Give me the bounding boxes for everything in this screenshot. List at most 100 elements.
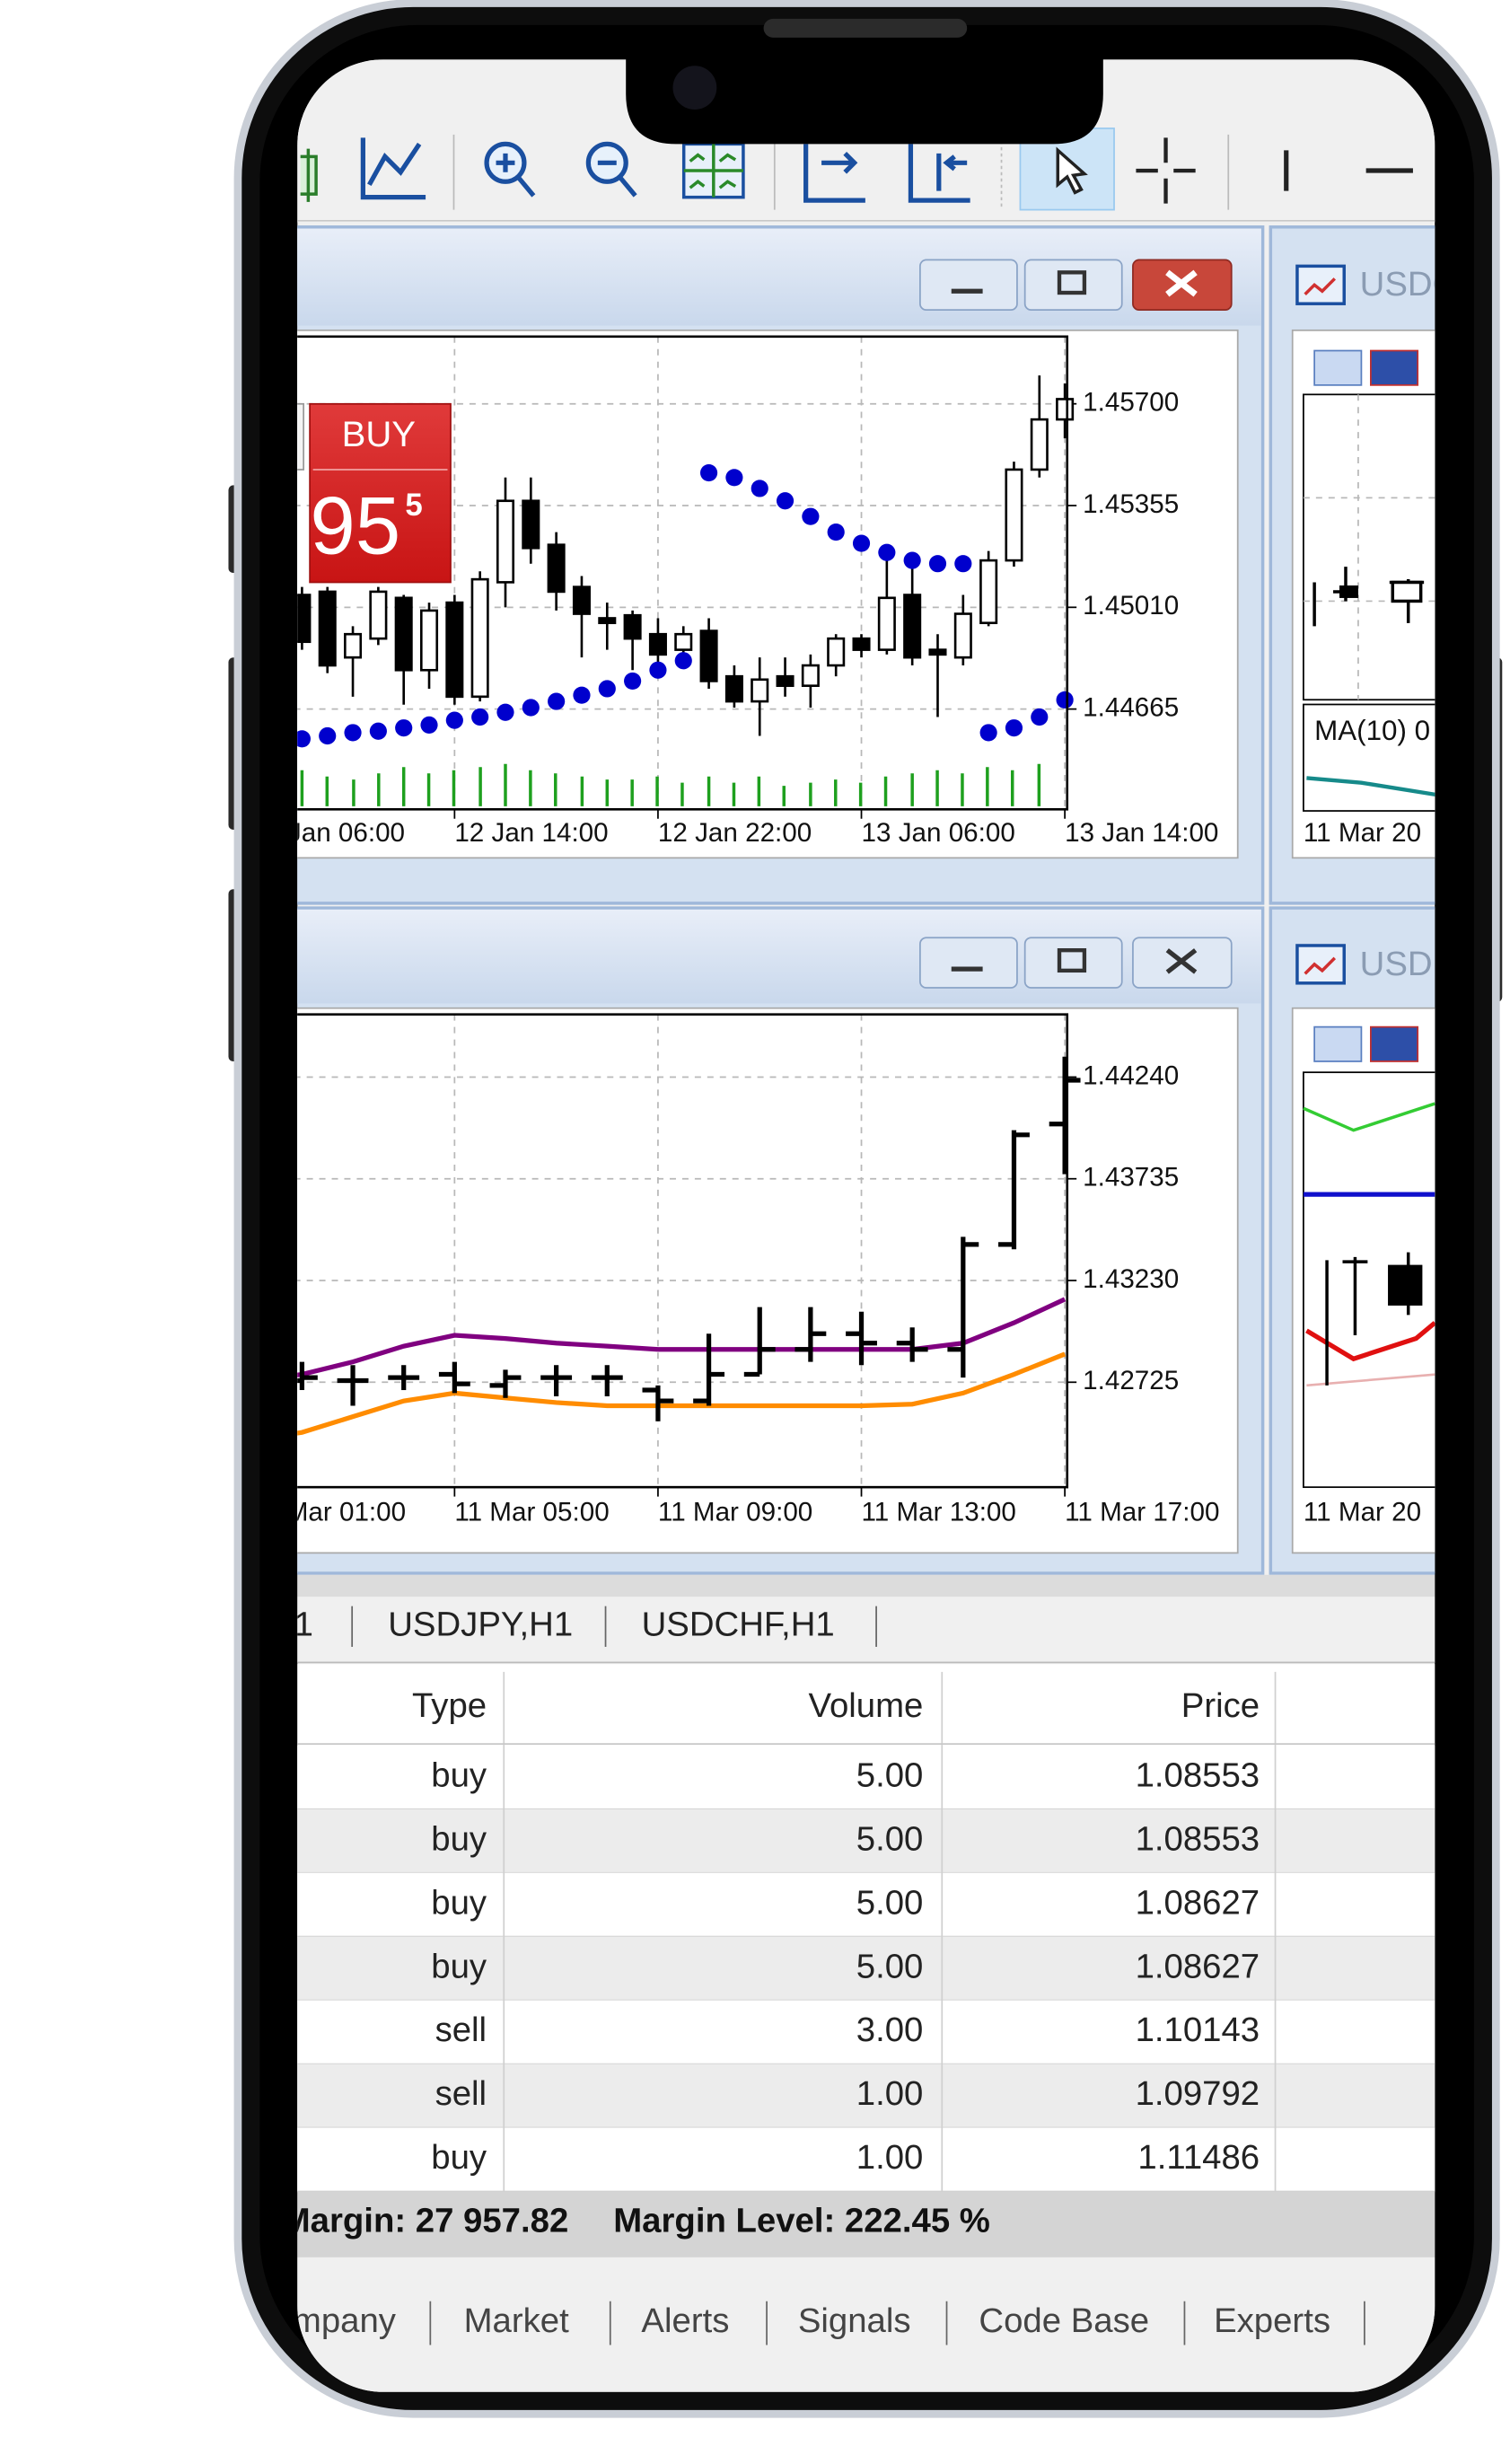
panel-icon[interactable] xyxy=(1370,1025,1419,1062)
x-tick-label: 11 Mar 13:00 xyxy=(862,1498,1016,1527)
table-cell: buy xyxy=(431,1883,487,1922)
x-tick-label: 12 Jan 14:00 xyxy=(454,818,608,848)
chart-tab[interactable]: 1 xyxy=(294,1605,313,1643)
candle-body xyxy=(470,577,489,699)
candle-body xyxy=(751,678,769,703)
trade-panel[interactable]: BUY 95 5 xyxy=(278,402,452,584)
sar-dot xyxy=(420,716,438,734)
toolbar-icon[interactable] xyxy=(597,160,637,198)
table-row-bg xyxy=(297,2064,1435,2128)
candle-body xyxy=(877,596,896,651)
table-cell: 3.00 xyxy=(856,2011,924,2049)
sar-dot xyxy=(573,686,591,704)
mini-plot xyxy=(1303,393,1435,701)
y-tick-label: 1.45010 xyxy=(1083,591,1179,620)
candle-body xyxy=(1030,418,1049,471)
x-tick-label: 12 Jan 06:00 xyxy=(251,818,405,848)
sar-dot xyxy=(395,719,413,737)
panel-icon[interactable] xyxy=(1313,1025,1363,1062)
chart-tabs: 1 USDJPY,H1 USDCHF,H1 xyxy=(294,1574,1435,1664)
table-cell: buy xyxy=(431,1756,487,1794)
candle-body xyxy=(297,594,312,644)
plot-border xyxy=(297,1013,1069,1489)
indicator-label: MA(10) 0 xyxy=(1314,715,1430,746)
minimize-button[interactable] xyxy=(919,259,1018,312)
toolbar-icon[interactable] xyxy=(1056,146,1088,195)
bottom-tab[interactable]: Company xyxy=(249,2301,397,2340)
sar-dot xyxy=(598,680,616,698)
toolbar-icon[interactable] xyxy=(300,148,318,202)
candle-body xyxy=(318,590,337,667)
sar-dot xyxy=(471,708,489,726)
sar-dot xyxy=(1031,708,1049,726)
tabs-bg xyxy=(297,1597,1435,1663)
bottom-tab[interactable]: Alerts xyxy=(641,2301,729,2340)
sell-panel-edge[interactable] xyxy=(278,402,305,471)
table-row-bg xyxy=(297,2000,1435,2064)
candle-body xyxy=(699,629,718,682)
toolbar-icon[interactable] xyxy=(496,153,536,198)
panel-icon[interactable] xyxy=(1313,349,1363,386)
status-margin-level: Margin Level: 222.45 % xyxy=(613,2202,990,2240)
candle-body xyxy=(648,632,667,656)
y-tick-label: 1.43230 xyxy=(1083,1264,1179,1294)
minimize-button[interactable] xyxy=(919,937,1018,989)
x-tick-label: 11 Mar 05:00 xyxy=(454,1498,609,1527)
x-tick-label: 13 Jan 14:00 xyxy=(1065,818,1218,848)
bottom-tab[interactable]: Signals xyxy=(798,2301,911,2340)
mini-candle xyxy=(1339,585,1358,598)
y-tick-label: 1.42725 xyxy=(1083,1366,1179,1395)
table-cell: 1.00 xyxy=(856,2138,924,2177)
chart-tab[interactable]: USDJPY,H1 xyxy=(388,1605,573,1643)
sar-dot xyxy=(1056,691,1074,709)
toolbar-icon[interactable] xyxy=(908,144,970,203)
sar-dot xyxy=(878,543,896,561)
panel-icon[interactable] xyxy=(1370,349,1419,386)
candle-body xyxy=(903,594,922,659)
toolbar-icon[interactable] xyxy=(360,137,426,200)
moving-average xyxy=(297,1297,1067,1384)
chart-tab[interactable]: USDCHF,H1 xyxy=(642,1605,835,1643)
bottom-tabs-bg xyxy=(297,2257,1435,2392)
candle-body xyxy=(1005,468,1023,562)
x-tick-label: 11 Mar 01:00 xyxy=(251,1498,406,1527)
sar-dot xyxy=(776,492,795,510)
candle-body xyxy=(496,499,515,584)
bottom-tab[interactable]: Market xyxy=(464,2301,569,2340)
restore-button[interactable] xyxy=(1023,937,1123,989)
candle-body xyxy=(953,612,972,659)
bottom-tab[interactable]: Code Base xyxy=(979,2301,1149,2340)
mini-candle xyxy=(1388,1264,1423,1306)
candle-body xyxy=(394,596,413,672)
sar-dot xyxy=(496,703,514,721)
candle-body xyxy=(623,613,642,640)
candle-body xyxy=(979,559,998,625)
buy-label: BUY xyxy=(342,415,416,454)
x-tick-label: 13 Jan 06:00 xyxy=(862,818,1015,848)
candle-body xyxy=(522,499,540,550)
table-cell: 5.00 xyxy=(856,1947,924,1985)
table-row-bg xyxy=(297,2127,1435,2192)
restore-button[interactable] xyxy=(1023,259,1123,312)
candle-body xyxy=(852,637,871,651)
sar-dot xyxy=(369,722,387,740)
y-tick-label: 1.43735 xyxy=(1083,1163,1179,1192)
y-tick-label: 1.45700 xyxy=(1083,388,1179,418)
candle-body xyxy=(547,543,566,594)
candle-body xyxy=(445,601,464,699)
toolbar-icon[interactable] xyxy=(1136,137,1196,204)
y-tick-label: 1.44665 xyxy=(1083,692,1179,722)
sar-dot xyxy=(699,463,718,482)
sar-dot xyxy=(954,555,972,573)
sar-dot xyxy=(903,551,921,569)
mini-line xyxy=(1303,1102,1435,1132)
bottom-tab[interactable]: Experts xyxy=(1214,2301,1330,2340)
candle-body xyxy=(776,674,795,687)
orders-table: buy 5.00 1.08553 buy 5.00 1.08553 buy 5.00 1.086… xyxy=(297,1664,1435,2193)
sar-dot xyxy=(852,534,871,552)
table-cell: sell xyxy=(435,2011,487,2049)
toolbar-icon[interactable] xyxy=(803,144,865,203)
sar-dot xyxy=(319,726,337,745)
buy-button[interactable] xyxy=(309,402,452,584)
toolbar-icon[interactable] xyxy=(683,144,743,198)
